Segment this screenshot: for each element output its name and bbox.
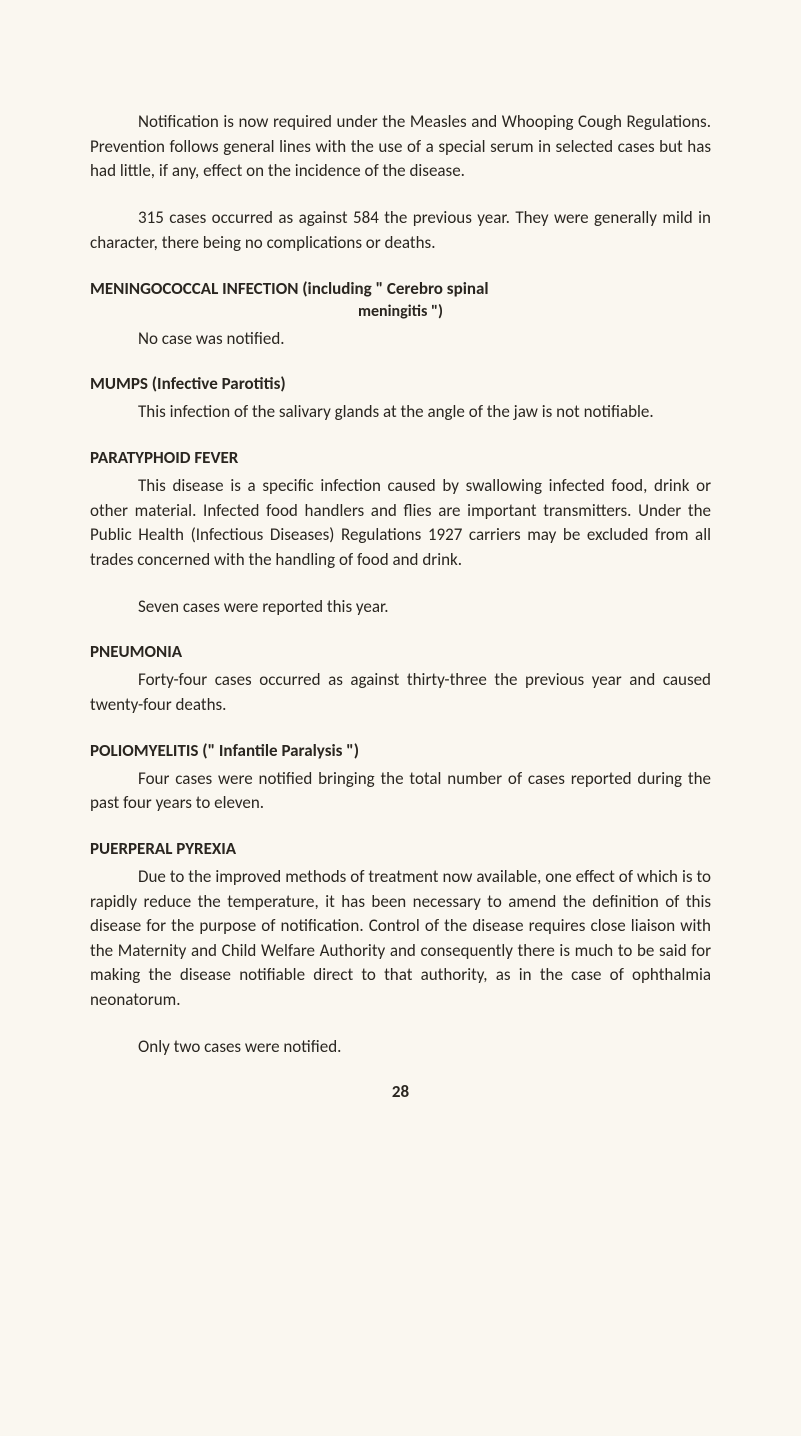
intro-paragraph-1: Notification is now required under the M… [90,110,711,184]
body-puerperal-1: Due to the improved methods of treatment… [90,865,711,1013]
body-poliomyelitis: Four cases were notified bringing the to… [90,767,711,816]
body-meningococcal: No case was notified. [90,327,711,352]
body-paratyphoid-1: This disease is a specific infection cau… [90,474,711,573]
body-puerperal-2: Only two cases were notified. [90,1035,711,1060]
heading-meningococcal: MENINGOCOCCAL INFECTION (including " Cer… [90,277,711,321]
heading-poliomyelitis: POLIOMYELITIS (" Infantile Paralysis ") [90,740,711,761]
page-number: 28 [90,1081,711,1102]
section-poliomyelitis: POLIOMYELITIS (" Infantile Paralysis ") … [90,740,711,816]
body-mumps: This infection of the salivary glands at… [90,400,711,425]
section-pneumonia: PNEUMONIA Forty-four cases occurred as a… [90,641,711,717]
intro-paragraph-2: 315 cases occurred as against 584 the pr… [90,206,711,255]
heading-pneumonia: PNEUMONIA [90,641,711,662]
heading-puerperal: PUERPERAL PYREXIA [90,838,711,859]
section-mumps: MUMPS (Infective Parotitis) This infecti… [90,373,711,425]
body-pneumonia: Forty-four cases occurred as against thi… [90,668,711,717]
heading-mumps: MUMPS (Infective Parotitis) [90,373,711,394]
heading-paratyphoid: PARATYPHOID FEVER [90,447,711,468]
section-meningococcal: MENINGOCOCCAL INFECTION (including " Cer… [90,277,711,351]
section-puerperal: PUERPERAL PYREXIA Due to the improved me… [90,838,711,1059]
section-paratyphoid: PARATYPHOID FEVER This disease is a spec… [90,447,711,619]
heading-line2: meningitis ") [90,302,711,321]
body-paratyphoid-2: Seven cases were reported this year. [90,595,711,620]
heading-line1: MENINGOCOCCAL INFECTION (including " Cer… [90,278,489,299]
